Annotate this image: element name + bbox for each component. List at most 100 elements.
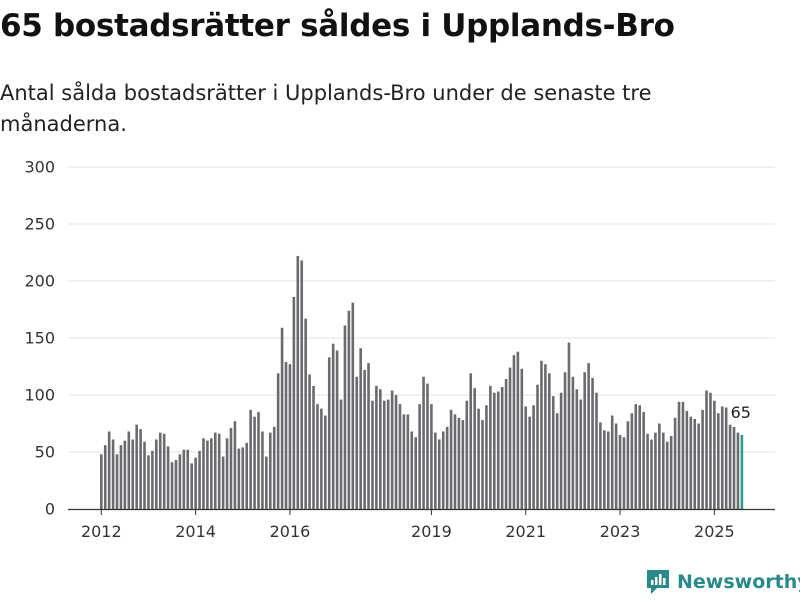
data-bar (693, 418, 697, 509)
data-bar (728, 424, 732, 509)
data-bar (213, 432, 217, 509)
data-bar (304, 318, 307, 509)
data-bar (100, 454, 103, 509)
data-bar (284, 361, 288, 509)
data-bar (347, 310, 351, 509)
data-bar (147, 455, 150, 509)
data-bar (508, 367, 512, 509)
data-bar (595, 392, 598, 509)
data-bar (646, 433, 649, 509)
data-bar (626, 421, 630, 509)
data-bar (324, 415, 327, 509)
data-bar (331, 343, 335, 509)
data-bar (717, 413, 720, 509)
data-bar (658, 423, 661, 509)
data-bar (343, 325, 347, 509)
data-bar (701, 409, 704, 509)
data-bar (551, 396, 555, 509)
data-bar (665, 441, 669, 509)
data-bar (225, 438, 229, 509)
data-bar (265, 456, 268, 509)
data-bar (320, 408, 323, 509)
data-bar (390, 390, 394, 509)
data-bar (308, 374, 311, 509)
data-bar (740, 434, 744, 509)
data-bar (559, 392, 563, 509)
data-bar (115, 454, 119, 509)
data-bar (119, 445, 123, 509)
data-bar (650, 439, 653, 509)
data-bar (638, 405, 642, 509)
data-bar (587, 363, 590, 509)
data-bar (123, 440, 127, 509)
data-bar (449, 409, 453, 509)
data-bar (606, 431, 610, 509)
data-bar (457, 417, 461, 509)
data-bar (190, 463, 193, 509)
data-bar (257, 412, 260, 509)
data-bar (422, 376, 425, 509)
data-bar (162, 433, 166, 509)
data-bar (614, 423, 618, 509)
data-bar (642, 412, 645, 509)
data-bar (489, 385, 492, 509)
x-tick-label: 2012 (81, 522, 122, 541)
data-bar (379, 389, 382, 509)
data-bar (351, 302, 355, 509)
data-bar (206, 440, 209, 509)
data-bar (430, 404, 433, 509)
data-bar (410, 431, 414, 509)
x-tick-label: 2016 (270, 522, 311, 541)
data-bar (732, 426, 736, 509)
data-bar (563, 372, 567, 509)
x-tick-label: 2019 (411, 522, 452, 541)
data-bar (139, 429, 142, 509)
data-bar (736, 432, 740, 509)
data-bar (135, 424, 138, 509)
data-bar (465, 400, 469, 509)
data-bar (245, 442, 249, 509)
data-bar (312, 385, 315, 509)
data-bar (355, 376, 359, 509)
data-bar (453, 414, 457, 509)
data-bar (575, 389, 579, 509)
x-tick-label: 2025 (694, 522, 735, 541)
data-bar (555, 413, 559, 509)
data-bar (720, 406, 724, 509)
data-bar (143, 441, 146, 509)
data-bar (583, 372, 586, 509)
data-bar (485, 405, 488, 509)
data-bar (536, 384, 539, 509)
data-bar (402, 414, 406, 509)
data-bar (477, 408, 480, 509)
data-bar (579, 399, 583, 509)
data-bar (493, 392, 496, 509)
data-bar (441, 431, 445, 509)
data-bar (689, 416, 693, 509)
data-bar (280, 327, 284, 509)
y-tick-label: 150 (24, 329, 55, 348)
data-bar (685, 410, 689, 509)
data-bar (375, 385, 378, 509)
data-bar (713, 400, 716, 509)
data-bar (630, 413, 634, 509)
data-bar (469, 373, 473, 509)
data-bar (528, 416, 531, 509)
data-bar (127, 431, 131, 509)
data-bar (233, 421, 237, 509)
data-bar (610, 415, 614, 509)
data-bar (327, 357, 331, 509)
data-bar (186, 449, 190, 509)
x-tick-label: 2023 (600, 522, 641, 541)
data-bar (382, 400, 386, 509)
data-bar (300, 260, 304, 509)
data-bar (496, 391, 500, 509)
data-bar (151, 450, 154, 509)
data-bar (654, 432, 657, 509)
data-bar (532, 405, 535, 509)
data-bar (268, 432, 272, 509)
data-bar (500, 387, 504, 509)
data-bar (512, 355, 516, 509)
data-bar (697, 423, 700, 509)
bar-chart: 2012 2014 2016 2019 2021 2023 2025 0 50 100 150 20… (24, 158, 775, 541)
